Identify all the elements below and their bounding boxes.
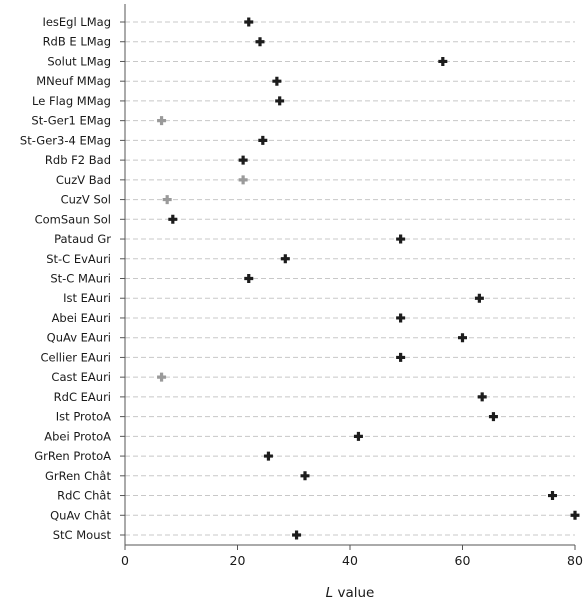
data-point-marker bbox=[275, 96, 285, 106]
category-label: QuAv Chât bbox=[50, 508, 111, 522]
data-point-marker bbox=[548, 491, 557, 501]
category-label: RdB E LMag bbox=[43, 35, 111, 49]
category-label: GrRen ProtoA bbox=[34, 449, 111, 463]
data-point-marker bbox=[396, 234, 406, 244]
data-point-marker bbox=[396, 352, 406, 362]
category-label: St-Ger1 EMag bbox=[31, 114, 111, 128]
data-point-marker bbox=[272, 76, 282, 86]
category-label: MNeuf MMag bbox=[36, 74, 111, 88]
data-point-marker bbox=[292, 530, 302, 540]
category-label: Abei EAuri bbox=[52, 311, 111, 325]
data-point-marker bbox=[244, 274, 254, 283]
x-tick-label: 40 bbox=[342, 553, 358, 568]
data-point-marker bbox=[477, 392, 487, 402]
data-point-marker bbox=[353, 431, 363, 441]
category-label: Rdb F2 Bad bbox=[45, 153, 111, 167]
data-point-marker bbox=[238, 155, 248, 165]
data-point-marker bbox=[438, 56, 448, 66]
x-axis: 0 20 40 60 80 bbox=[120, 4, 583, 568]
category-label: Cast EAuri bbox=[51, 370, 111, 384]
data-point-marker bbox=[570, 510, 580, 520]
data-point-marker bbox=[258, 135, 268, 145]
category-label: CuzV Bad bbox=[56, 173, 111, 187]
data-point-marker bbox=[162, 195, 172, 205]
x-axis-title: L value bbox=[326, 585, 375, 601]
x-tick-label: 0 bbox=[121, 553, 129, 568]
category-label: Cellier EAuri bbox=[41, 350, 112, 364]
x-tick-label: 80 bbox=[567, 553, 583, 568]
category-label: Solut LMag bbox=[47, 54, 111, 68]
data-point-marker bbox=[396, 313, 406, 323]
category-label: Le Flag MMag bbox=[32, 94, 111, 108]
category-label: RdC EAuri bbox=[54, 390, 111, 404]
x-tick-label: 60 bbox=[455, 553, 471, 568]
data-point-marker bbox=[244, 17, 254, 27]
category-label: RdC Chât bbox=[57, 489, 111, 503]
data-point-marker bbox=[474, 293, 484, 303]
data-point-marker bbox=[157, 116, 167, 126]
category-label: St-Ger3-4 EMag bbox=[20, 133, 111, 147]
x-axis-title-variable: L bbox=[326, 585, 334, 601]
data-markers bbox=[157, 17, 580, 540]
category-label: CuzV Sol bbox=[61, 193, 111, 207]
category-label: Ist ProtoA bbox=[56, 410, 111, 424]
data-point-marker bbox=[263, 451, 273, 461]
category-label: GrRen Chât bbox=[45, 469, 111, 483]
category-label: St-C EvAuri bbox=[46, 252, 111, 266]
data-point-marker bbox=[488, 412, 498, 422]
category-label: IesEgl LMag bbox=[42, 15, 111, 29]
data-point-marker bbox=[238, 175, 248, 185]
category-label: Abei ProtoA bbox=[44, 429, 111, 443]
data-point-marker bbox=[458, 333, 467, 343]
category-label: ComSaun Sol bbox=[35, 212, 111, 226]
x-tick-label: 20 bbox=[230, 553, 246, 568]
data-point-marker bbox=[255, 37, 265, 47]
category-labels: IesEgl LMag RdB E LMag Solut LMag MNeuf MMa… bbox=[20, 15, 112, 542]
category-label: St-C MAuri bbox=[50, 272, 111, 286]
category-label: Ist EAuri bbox=[63, 291, 111, 305]
data-point-marker bbox=[168, 214, 178, 224]
gridlines bbox=[125, 21, 575, 536]
category-label: StC Moust bbox=[53, 528, 112, 542]
data-point-marker bbox=[280, 254, 290, 264]
data-point-marker bbox=[300, 471, 310, 481]
x-axis-title-rest: value bbox=[333, 585, 374, 601]
category-label: QuAv EAuri bbox=[47, 331, 111, 345]
category-label: Pataud Gr bbox=[54, 232, 111, 246]
data-point-marker bbox=[157, 372, 167, 382]
